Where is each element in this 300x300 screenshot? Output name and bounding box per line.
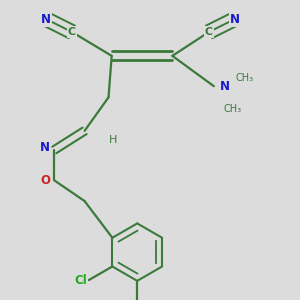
Text: O: O	[40, 174, 50, 187]
Text: N: N	[41, 13, 51, 26]
Text: N: N	[230, 13, 240, 26]
Text: C: C	[68, 27, 76, 37]
Text: CH₃: CH₃	[235, 73, 253, 83]
Text: N: N	[220, 80, 230, 93]
Text: C: C	[205, 27, 213, 37]
Text: N: N	[40, 141, 50, 154]
Text: Cl: Cl	[74, 274, 87, 286]
Text: H: H	[109, 135, 118, 146]
Text: CH₃: CH₃	[224, 103, 242, 113]
